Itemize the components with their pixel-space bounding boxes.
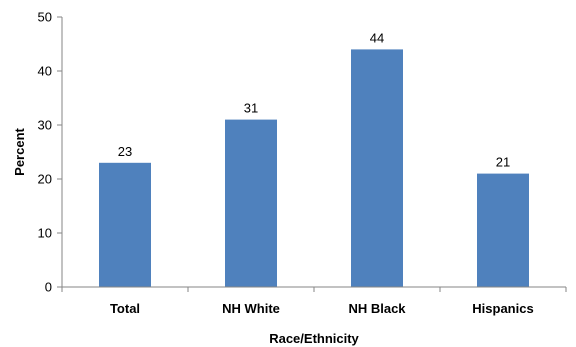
bar-total: [99, 162, 151, 287]
category-label-nh-white: NH White: [222, 301, 280, 316]
data-label-nh-black: 44: [370, 30, 384, 45]
y-tick-label-30: 30: [38, 118, 52, 133]
bar-nh-white: [225, 119, 277, 287]
y-tick-label-50: 50: [38, 10, 52, 25]
y-axis-ticks: [57, 16, 62, 288]
y-axis-title: Percent: [12, 127, 27, 175]
bars: [99, 49, 529, 288]
y-tick-label-10: 10: [38, 226, 52, 241]
x-axis-category-labels: Total NH White NH Black Hispanics: [110, 301, 534, 316]
category-label-hispanics: Hispanics: [472, 301, 533, 316]
data-label-total: 23: [118, 144, 132, 159]
category-label-nh-black: NH Black: [348, 301, 406, 316]
x-axis-title: Race/Ethnicity: [269, 331, 359, 346]
data-label-hispanics: 21: [496, 155, 510, 170]
bar-hispanics: [477, 173, 529, 287]
y-tick-label-40: 40: [38, 64, 52, 79]
y-tick-label-0: 0: [45, 280, 52, 295]
category-label-total: Total: [110, 301, 140, 316]
y-tick-label-20: 20: [38, 172, 52, 187]
x-axis-ticks: [61, 287, 567, 292]
bar-nh-black: [351, 49, 403, 288]
y-axis-tick-labels: 0 10 20 30 40 50: [38, 10, 52, 295]
data-label-nh-white: 31: [244, 101, 258, 116]
data-labels: 23 31 44 21: [118, 30, 510, 169]
